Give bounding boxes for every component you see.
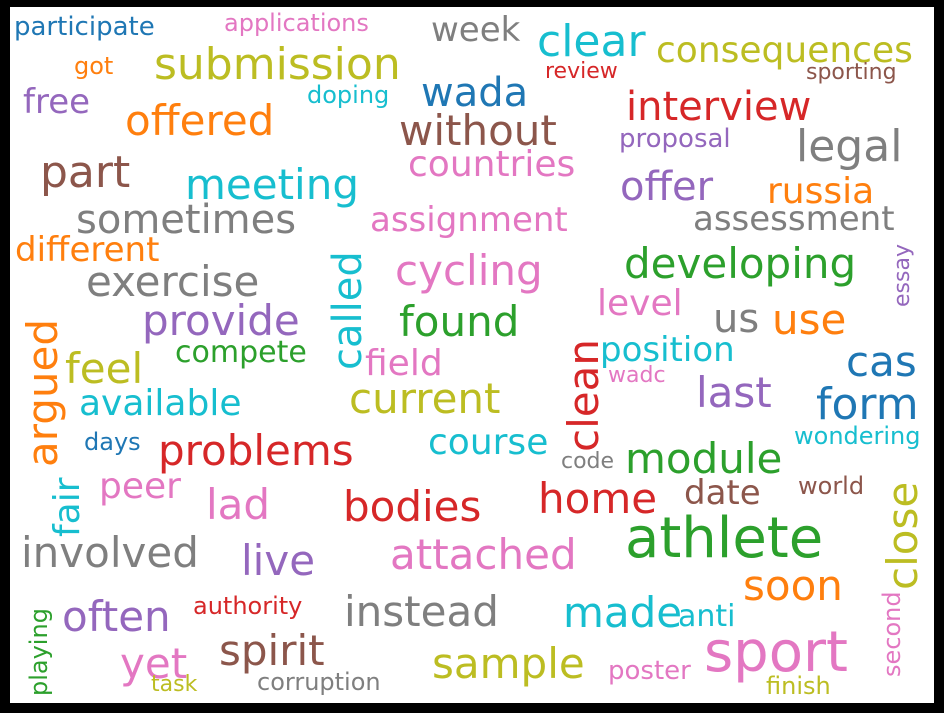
word-level: level bbox=[597, 283, 683, 324]
word-us: us bbox=[713, 296, 760, 342]
word-free: free bbox=[23, 82, 91, 122]
word-task: task bbox=[151, 672, 198, 697]
word-clear: clear bbox=[537, 16, 646, 67]
word-without: without bbox=[399, 106, 557, 155]
word-days: days bbox=[84, 428, 141, 456]
word-part: part bbox=[40, 147, 131, 198]
word-clean: clean bbox=[559, 339, 608, 452]
word-bodies: bodies bbox=[343, 482, 482, 531]
word-cas: cas bbox=[846, 337, 917, 386]
word-developing: developing bbox=[624, 239, 857, 288]
word-close: close bbox=[878, 481, 927, 590]
word-second: second bbox=[878, 591, 906, 677]
word-instead: instead bbox=[344, 587, 499, 636]
word-poster: poster bbox=[608, 656, 691, 686]
word-provide: provide bbox=[142, 296, 300, 345]
word-interview: interview bbox=[626, 84, 812, 130]
word-wadc: wadc bbox=[608, 363, 666, 388]
word-compete: compete bbox=[175, 335, 307, 370]
word-wondering: wondering bbox=[794, 422, 921, 450]
word-called: called bbox=[325, 251, 371, 370]
word-countries: countries bbox=[408, 144, 576, 185]
word-applications: applications bbox=[224, 9, 369, 37]
word-sample: sample bbox=[432, 639, 585, 688]
word-code: code bbox=[561, 449, 615, 474]
word-athlete: athlete bbox=[625, 506, 824, 571]
word-sporting: sporting bbox=[806, 60, 897, 85]
word-got: got bbox=[74, 52, 114, 80]
word-involved: involved bbox=[21, 528, 199, 577]
word-argued: argued bbox=[18, 318, 67, 467]
word-proposal: proposal bbox=[619, 124, 731, 154]
word-consequences: consequences bbox=[656, 30, 913, 71]
word-home: home bbox=[538, 474, 658, 523]
word-yet: yet bbox=[120, 639, 188, 688]
word-attached: attached bbox=[390, 530, 577, 579]
word-cloud: participate applications week clear cons… bbox=[10, 7, 934, 703]
word-doping: doping bbox=[307, 81, 390, 109]
word-anti: anti bbox=[678, 599, 736, 634]
word-authority: authority bbox=[193, 592, 303, 620]
word-exercise: exercise bbox=[86, 257, 260, 306]
word-assessment: assessment bbox=[693, 199, 895, 239]
word-lad: lad bbox=[206, 480, 271, 529]
word-feel: feel bbox=[65, 344, 144, 393]
word-date: date bbox=[684, 473, 761, 513]
word-made: made bbox=[563, 588, 683, 637]
word-often: often bbox=[62, 592, 171, 641]
word-finish: finish bbox=[766, 672, 831, 700]
word-assignment: assignment bbox=[370, 200, 568, 240]
word-russia: russia bbox=[767, 171, 875, 212]
word-live: live bbox=[241, 536, 316, 585]
word-soon: soon bbox=[743, 561, 843, 610]
word-sport: sport bbox=[704, 620, 848, 685]
word-field: field bbox=[365, 343, 443, 384]
word-cycling: cycling bbox=[395, 246, 543, 295]
word-week: week bbox=[431, 10, 521, 50]
word-available: available bbox=[79, 383, 242, 424]
word-course: course bbox=[428, 422, 549, 463]
word-use: use bbox=[772, 295, 847, 344]
word-review: review bbox=[545, 59, 618, 84]
word-problems: problems bbox=[158, 426, 354, 475]
word-corruption: corruption bbox=[257, 668, 381, 696]
word-module: module bbox=[625, 434, 783, 483]
word-submission: submission bbox=[154, 39, 401, 90]
word-position: position bbox=[600, 330, 735, 370]
word-current: current bbox=[349, 374, 501, 423]
word-offer: offer bbox=[620, 164, 714, 210]
word-different: different bbox=[15, 230, 160, 270]
word-last: last bbox=[696, 368, 772, 417]
word-spirit: spirit bbox=[219, 626, 325, 675]
word-world: world bbox=[798, 472, 865, 500]
word-sometimes: sometimes bbox=[76, 197, 297, 243]
word-participate: participate bbox=[14, 12, 155, 42]
word-found: found bbox=[399, 297, 520, 346]
word-wada: wada bbox=[421, 70, 529, 116]
word-meeting: meeting bbox=[185, 160, 360, 209]
word-legal: legal bbox=[796, 121, 903, 172]
word-playing: playing bbox=[25, 608, 53, 696]
word-essay: essay bbox=[890, 244, 915, 307]
word-offered: offered bbox=[125, 96, 275, 145]
word-peer: peer bbox=[99, 466, 181, 507]
word-form: form bbox=[816, 379, 919, 430]
